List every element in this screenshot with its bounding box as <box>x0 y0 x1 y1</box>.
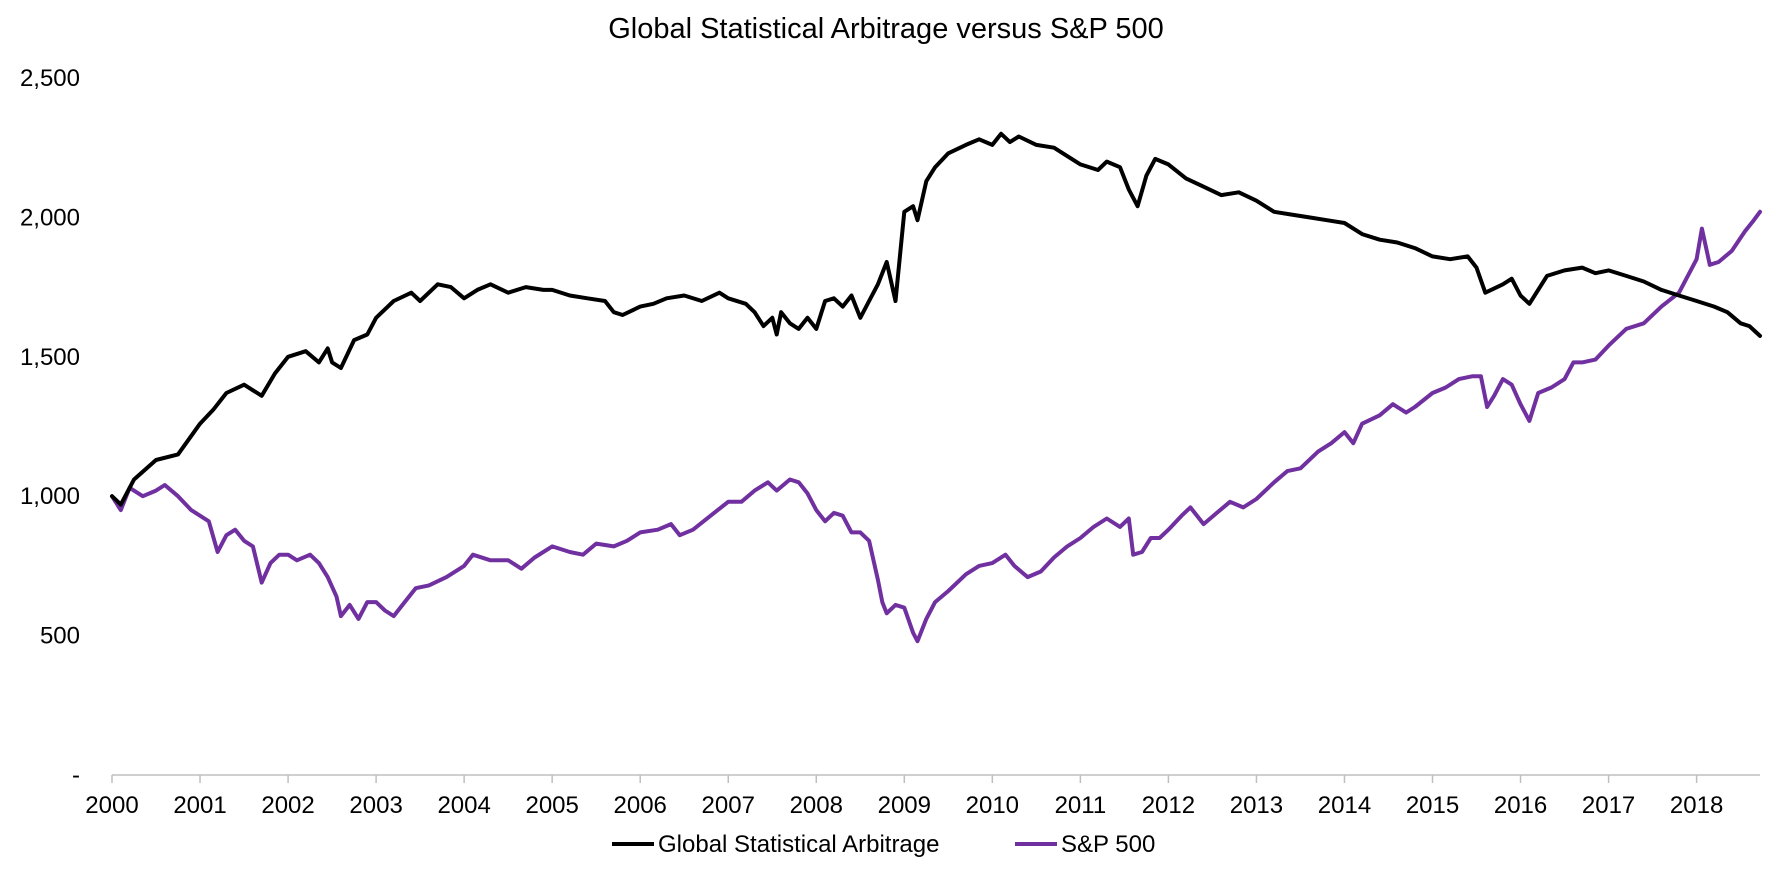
x-tick-label: 2005 <box>525 792 578 819</box>
x-tick-label: 2000 <box>85 792 138 819</box>
x-tick-label: 2002 <box>261 792 314 819</box>
x-tick-label: 2004 <box>437 792 490 819</box>
y-tick-label: - <box>72 762 80 789</box>
x-tick-label: 2006 <box>614 792 667 819</box>
series-lines <box>110 131 1762 644</box>
x-tick-label: 2017 <box>1582 792 1635 819</box>
x-tick-label: 2015 <box>1406 792 1459 819</box>
y-tick-label: 500 <box>40 623 80 650</box>
x-tick-label: 2016 <box>1494 792 1547 819</box>
x-tick-label: 2012 <box>1142 792 1195 819</box>
chart-title: Global Statistical Arbitrage versus S&P … <box>608 13 1164 45</box>
x-tick-label: 2010 <box>966 792 1019 819</box>
legend-label: S&P 500 <box>1061 831 1155 858</box>
x-tick-label: 2008 <box>790 792 843 819</box>
legend: Global Statistical Arbitrage S&P 500 <box>612 831 1155 858</box>
x-tick-label: 2009 <box>878 792 931 819</box>
series-line-sp-500 <box>110 209 1762 644</box>
legend-label: Global Statistical Arbitrage <box>658 831 939 858</box>
x-tick-label: 2018 <box>1670 792 1723 819</box>
x-tick-label: 2001 <box>173 792 226 819</box>
y-tick-label: 1,000 <box>20 483 80 510</box>
y-tick-label: 2,000 <box>20 204 80 231</box>
x-tick-label: 2014 <box>1318 792 1371 819</box>
x-tick-label: 2011 <box>1055 792 1107 819</box>
y-tick-label: 2,500 <box>20 65 80 92</box>
x-tick-label: 2013 <box>1230 792 1283 819</box>
x-tick-label: 2003 <box>349 792 402 819</box>
y-tick-label: 1,500 <box>20 344 80 371</box>
y-axis-ticks: - 500 1,000 1,500 2,000 2,500 <box>20 65 80 789</box>
series-line-global-statistical-arbitrage <box>110 131 1762 507</box>
x-axis-ticks: 2000 2001 2002 2003 2004 2005 2006 2007 2008 2009… <box>85 775 1723 819</box>
x-tick-label: 2007 <box>702 792 755 819</box>
